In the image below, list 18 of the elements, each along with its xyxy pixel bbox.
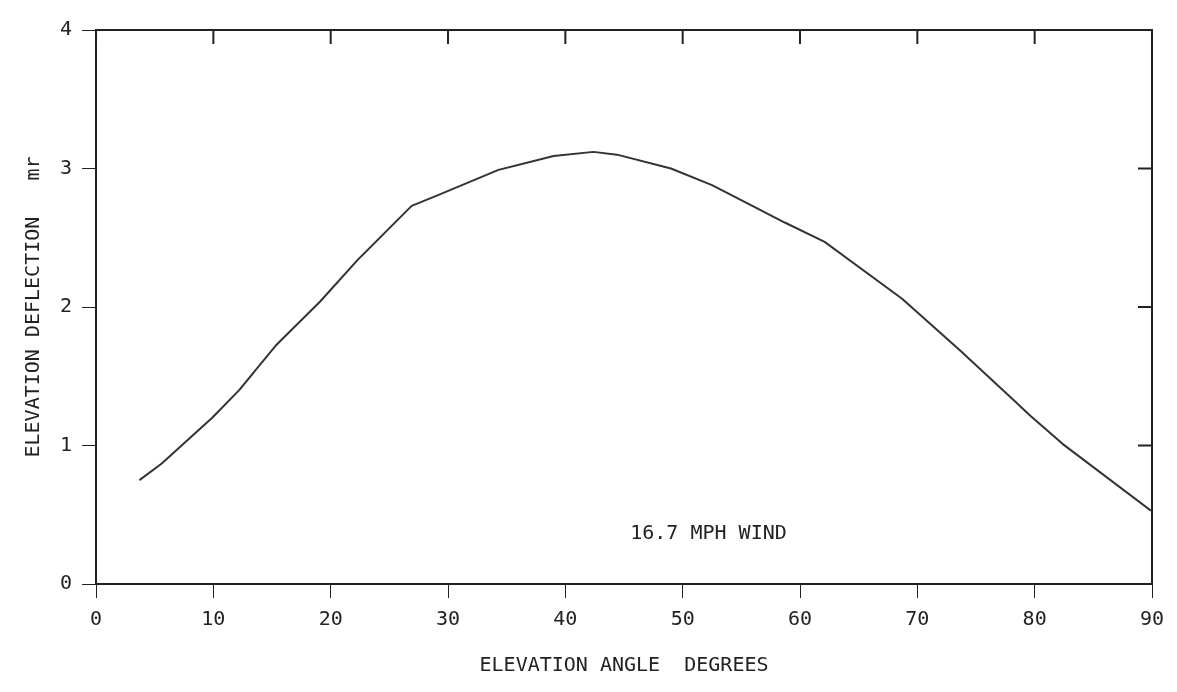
- x-tick-label: 50: [670, 606, 695, 631]
- x-tick-label: 60: [787, 606, 813, 631]
- x-axis-title: ELEVATION ANGLE DEGREES: [479, 652, 769, 677]
- y-tick-label: 1: [59, 431, 73, 456]
- y-axis-title: ELEVATION DEFLECTION mr: [20, 156, 45, 458]
- y-tick-label: 4: [59, 16, 73, 41]
- x-tick-label: 10: [201, 606, 226, 631]
- x-tick-label: 0: [90, 606, 103, 631]
- y-tick-label: 3: [59, 154, 73, 179]
- annotation: 16.7 MPH WIND: [630, 520, 787, 545]
- y-tick-label: 0: [59, 570, 73, 595]
- x-tick-label: 30: [435, 606, 461, 631]
- x-tick-label: 90: [1139, 606, 1165, 631]
- x-tick-label: 80: [1022, 606, 1047, 631]
- x-tick-label: 70: [905, 606, 930, 631]
- x-tick-label: 40: [553, 606, 578, 631]
- y-tick-label: 2: [59, 293, 73, 318]
- x-tick-label: 20: [318, 606, 343, 631]
